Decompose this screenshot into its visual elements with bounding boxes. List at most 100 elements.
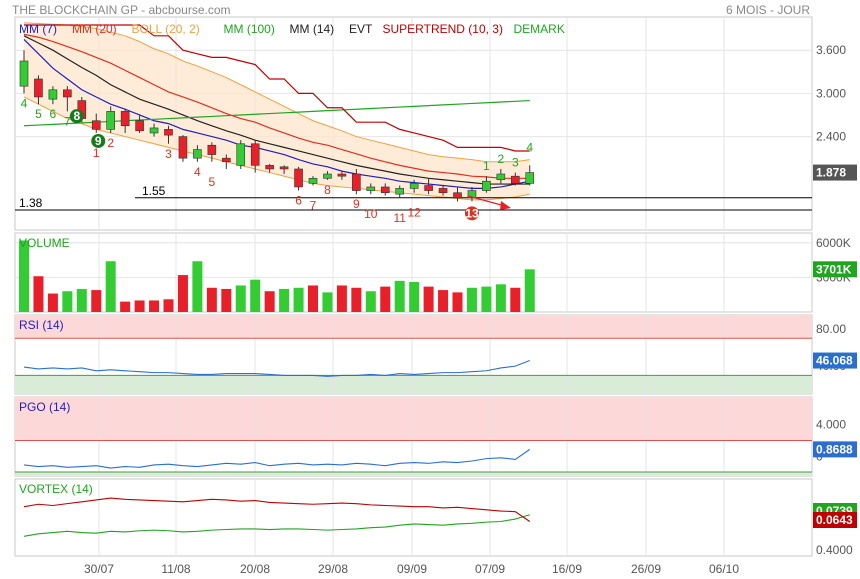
pgo-tick-label: 4.000 xyxy=(816,418,846,432)
demark-count-7: 7 xyxy=(310,199,317,213)
vortex-title: VORTEX (14) xyxy=(19,482,93,496)
vortex-tick-label: 0.4000 xyxy=(816,543,853,557)
x-axis-date-label: 11/08 xyxy=(161,562,190,576)
pgo-last-value-bg xyxy=(813,441,857,458)
demark-count-9: 9 xyxy=(353,197,360,211)
demark-count-10: 10 xyxy=(364,207,378,221)
candle-body xyxy=(106,111,115,130)
x-axis-date-label: 30/07 xyxy=(84,562,114,576)
demark-count-6: 6 xyxy=(50,107,57,121)
volume-bar xyxy=(438,290,449,312)
vortex-last-value-2: 0.0643 xyxy=(816,513,853,527)
volume-bar xyxy=(76,288,87,312)
bollinger-upper xyxy=(23,22,530,163)
candle-body xyxy=(193,149,202,159)
demark-count-6: 6 xyxy=(295,194,302,208)
demark-count-8: 8 xyxy=(324,183,331,197)
volume-bar xyxy=(206,287,217,312)
series-mm-20- xyxy=(23,33,530,179)
volume-bar xyxy=(351,287,362,312)
candle-body xyxy=(352,173,361,191)
bollinger-band xyxy=(24,22,530,200)
volume-bar xyxy=(279,288,290,312)
volume-bar xyxy=(495,284,506,312)
level-1-38-label: 1.38 xyxy=(19,196,43,210)
volume-bar xyxy=(322,292,333,312)
x-axis-date-label: 06/10 xyxy=(709,562,739,576)
volume-bar xyxy=(91,290,102,312)
volume-bar xyxy=(149,300,160,312)
pgo-zone xyxy=(15,397,812,441)
x-axis-date-label: 29/08 xyxy=(318,562,348,576)
candle-body xyxy=(525,172,535,184)
x-axis-date-label: 09/09 xyxy=(397,562,427,576)
x-axis-date-label: 20/08 xyxy=(240,562,270,576)
candle-body xyxy=(380,186,390,194)
candle-body xyxy=(236,143,246,166)
demark-count-4: 4 xyxy=(194,165,201,179)
series-mm-7- xyxy=(23,38,530,190)
candle-body xyxy=(120,111,130,127)
candle-body xyxy=(323,173,332,179)
rsi-last-value: 46.068 xyxy=(816,354,853,368)
demark-count-2: 2 xyxy=(107,136,114,150)
demark-circle xyxy=(464,206,479,221)
rsi-line xyxy=(23,360,530,377)
candle-body xyxy=(149,127,159,134)
volume-bar xyxy=(62,291,73,312)
rsi-title: RSI (14) xyxy=(19,318,64,332)
legend-item-1: MM (20) xyxy=(72,22,117,36)
candle-body xyxy=(337,173,347,177)
demark-count-5: 5 xyxy=(209,175,216,189)
volume-bar xyxy=(120,301,131,312)
volume-bar xyxy=(466,287,477,312)
demark-count-9: 9 xyxy=(95,134,102,148)
price-last-value: 1.878 xyxy=(816,166,846,180)
candle-body xyxy=(482,180,491,191)
volume-bar xyxy=(524,269,535,312)
demark-count-2: 2 xyxy=(498,152,505,166)
candle-body xyxy=(308,178,318,184)
candle-body xyxy=(294,168,303,188)
volume-bar xyxy=(163,299,174,312)
volume-bar xyxy=(250,279,261,312)
volume-last-value-bg xyxy=(813,261,857,278)
demark-count-13: 13 xyxy=(465,206,479,220)
volume-bar xyxy=(380,286,391,312)
candle-body xyxy=(510,175,520,184)
x-axis-date-label: 26/09 xyxy=(631,562,661,576)
candle-body xyxy=(34,78,43,98)
x-axis-date-label: 16/09 xyxy=(552,562,582,576)
volume-bar xyxy=(452,292,463,312)
demark-count-4: 4 xyxy=(21,96,28,110)
demark-count-1: 1 xyxy=(93,146,100,160)
price-tick-label: 2.400 xyxy=(816,130,846,144)
demark-count-3: 3 xyxy=(165,147,172,161)
legend-item-5: EVT xyxy=(349,22,373,36)
candle-body xyxy=(409,183,419,189)
candle-body xyxy=(424,185,433,191)
chart-title: THE BLOCKCHAIN GP - abcbourse.com xyxy=(12,3,231,17)
rsi-last-value-bg xyxy=(813,352,857,369)
panel-frame xyxy=(14,478,813,557)
volume-bar xyxy=(336,285,347,312)
demark-count-1: 1 xyxy=(483,159,490,173)
series-mm-14- xyxy=(23,35,530,185)
vortex-vi- xyxy=(23,497,531,522)
candle-body xyxy=(496,173,506,181)
pgo-last-value: 0.8688 xyxy=(816,442,853,456)
series-supertrend xyxy=(24,24,530,152)
candle-body xyxy=(467,190,477,199)
demark-count-11: 11 xyxy=(393,211,406,225)
volume-bar xyxy=(105,261,116,312)
trend-arrow-head xyxy=(500,201,511,210)
legend-item-0: MM (7) xyxy=(19,22,57,36)
period-label[interactable]: 6 MOIS - JOUR xyxy=(725,3,810,17)
vortex-vi- xyxy=(23,514,530,537)
price-last-value-bg xyxy=(813,164,857,181)
volume-bar xyxy=(423,286,434,312)
volume-bar xyxy=(293,287,304,312)
rsi-zone xyxy=(15,315,812,339)
pgo-zone xyxy=(15,472,812,476)
